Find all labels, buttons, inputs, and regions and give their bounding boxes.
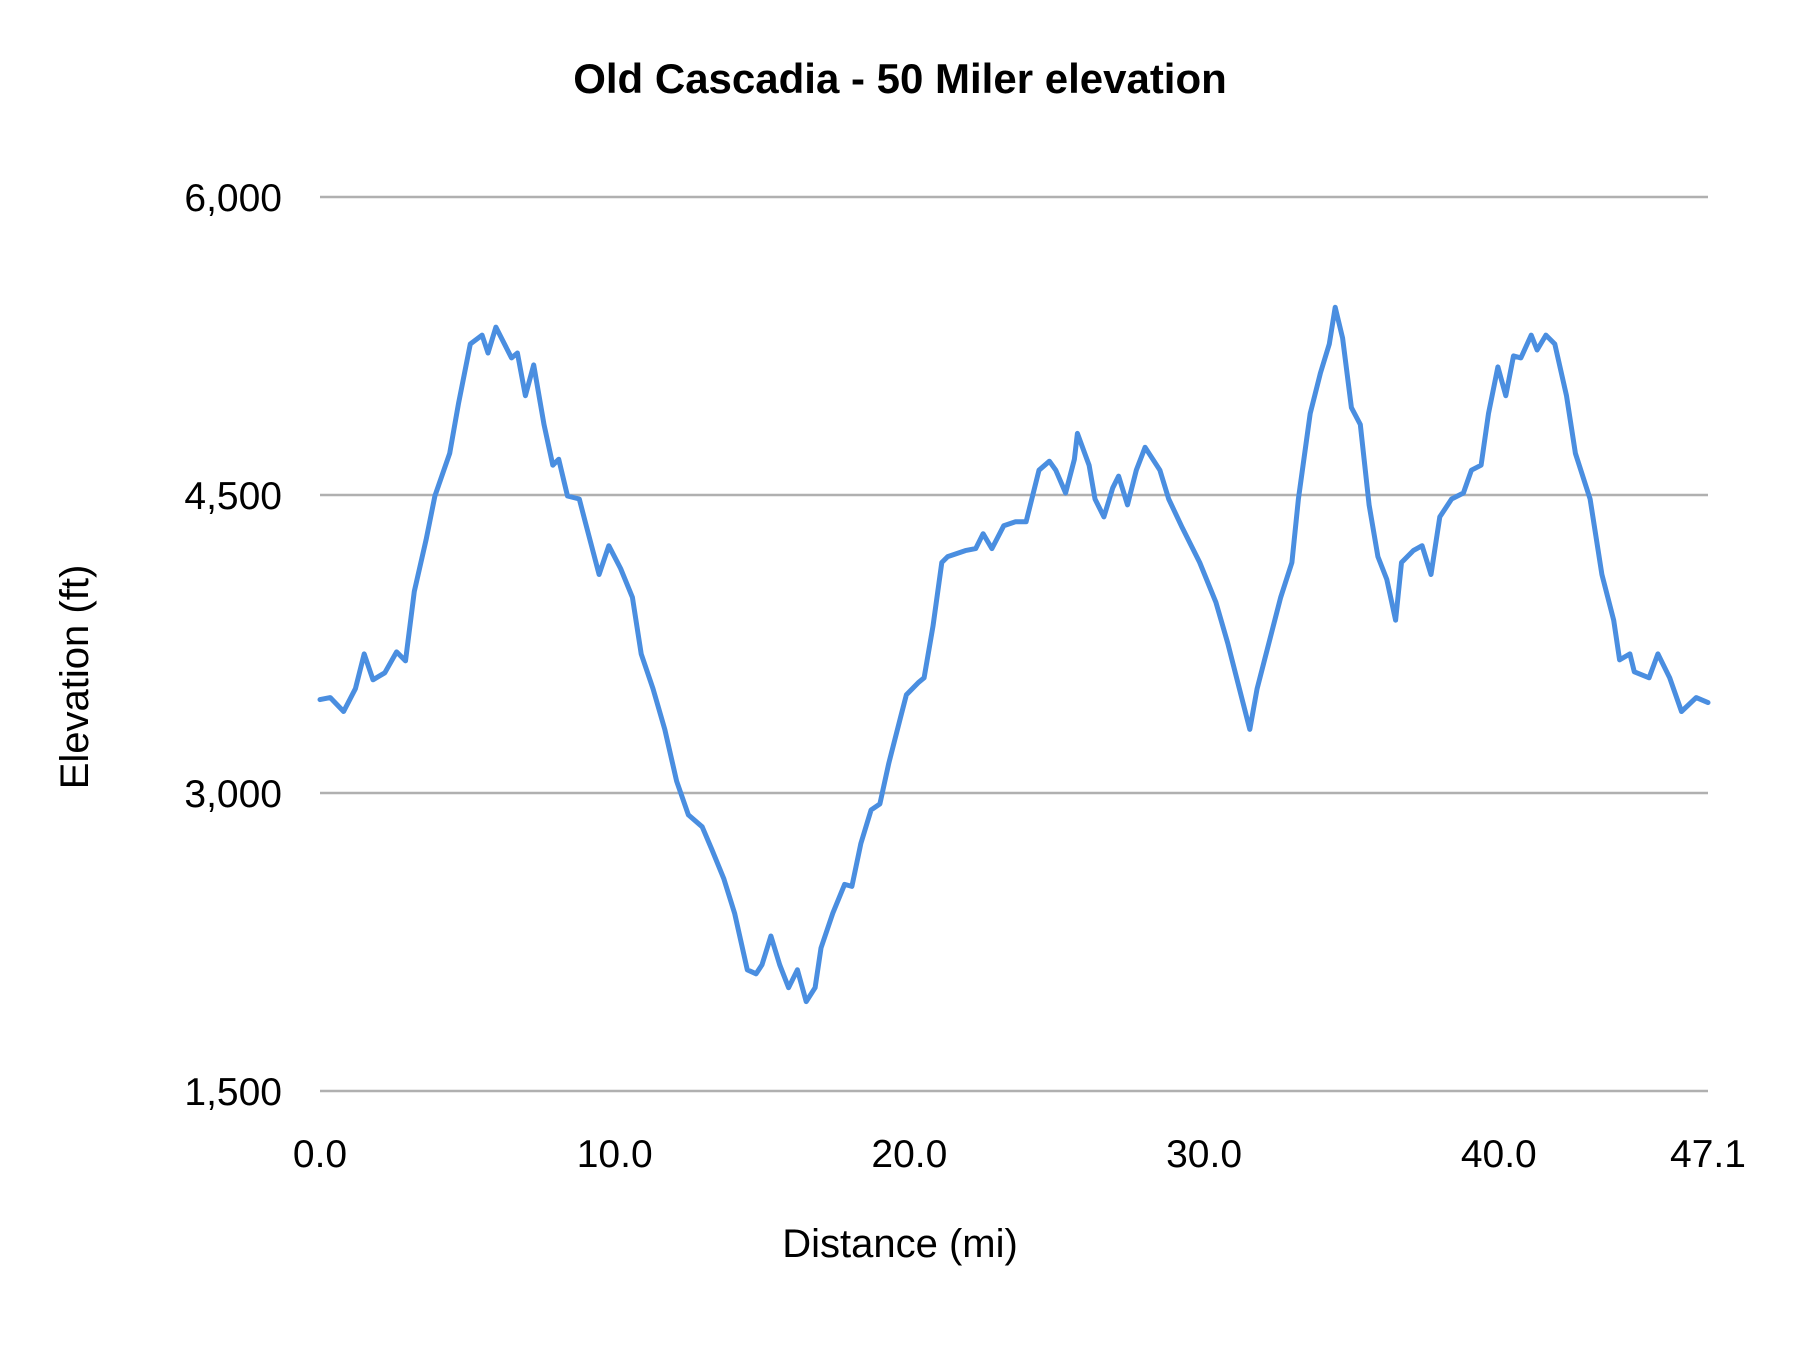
x-tick-label: 0.0 (293, 1133, 347, 1176)
x-axis-title: Distance (mi) (782, 1222, 1018, 1266)
y-tick-label: 1,500 (184, 1071, 282, 1114)
x-tick-label: 10.0 (577, 1133, 653, 1176)
x-tick-label: 40.0 (1461, 1133, 1537, 1176)
x-tick-labels: 0.0 10.0 20.0 30.0 40.0 47.1 (293, 1133, 1746, 1176)
y-tick-labels: 1,500 3,000 4,500 6,000 (184, 177, 282, 1114)
x-tick-label: 47.1 (1670, 1133, 1746, 1176)
y-axis-title: Elevation (ft) (53, 565, 97, 790)
chart-title: Old Cascadia - 50 Miler elevation (573, 55, 1227, 102)
y-tick-label: 3,000 (184, 773, 282, 816)
gridlines (320, 195, 1708, 1093)
elevation-line (317, 304, 1711, 1005)
y-tick-label: 6,000 (184, 177, 282, 220)
x-tick-label: 20.0 (871, 1133, 947, 1176)
x-tick-label: 30.0 (1166, 1133, 1242, 1176)
y-tick-label: 4,500 (184, 475, 282, 518)
